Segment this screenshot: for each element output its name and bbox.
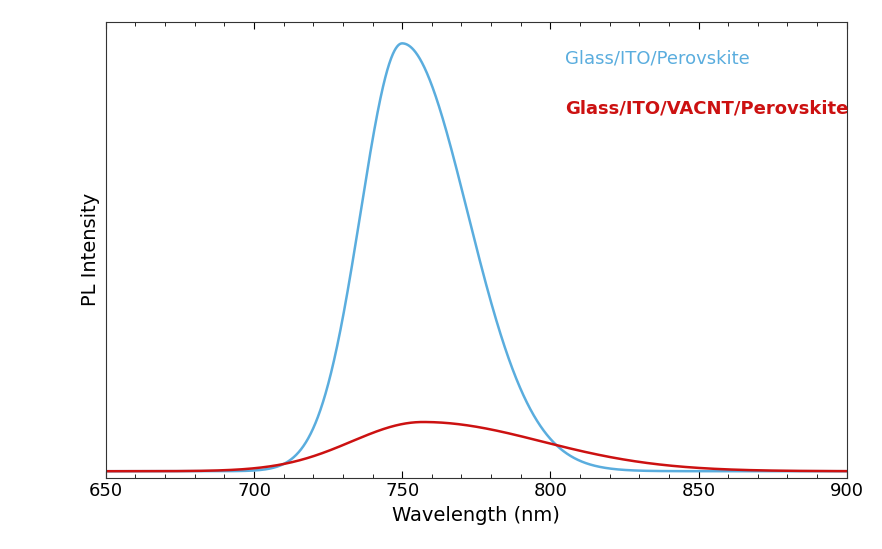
- Text: Glass/ITO/Perovskite: Glass/ITO/Perovskite: [565, 49, 750, 68]
- Y-axis label: PL Intensity: PL Intensity: [81, 193, 101, 306]
- X-axis label: Wavelength (nm): Wavelength (nm): [392, 506, 560, 525]
- Text: Glass/ITO/VACNT/Perovskite: Glass/ITO/VACNT/Perovskite: [565, 99, 848, 117]
